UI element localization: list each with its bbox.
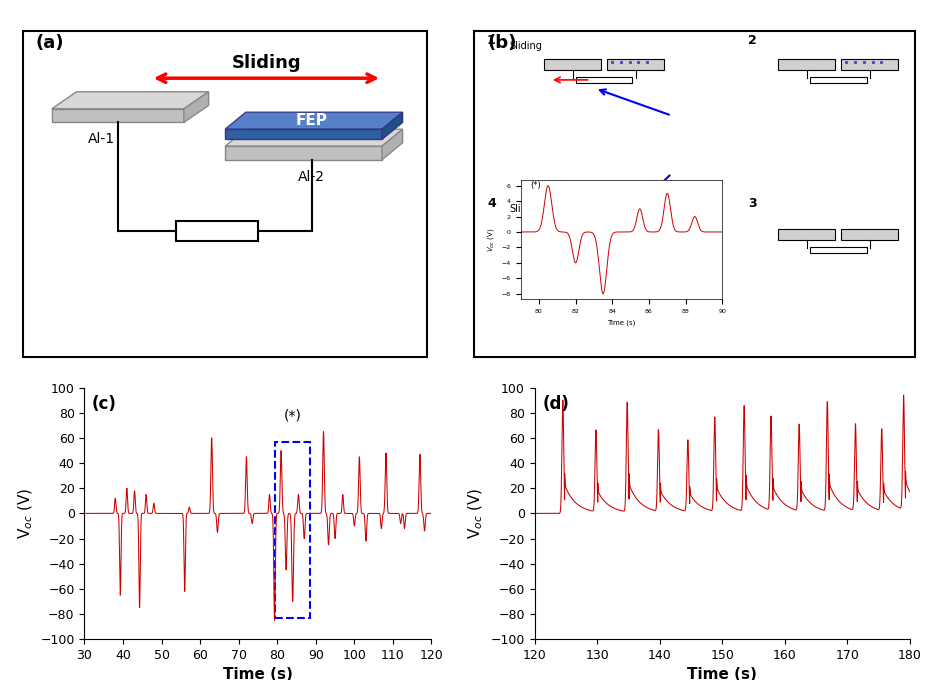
Text: 2: 2 <box>749 34 757 47</box>
Polygon shape <box>52 92 208 109</box>
Polygon shape <box>52 109 184 122</box>
Text: (c): (c) <box>91 395 116 413</box>
Bar <box>779 59 835 70</box>
Text: Sliding: Sliding <box>509 205 542 214</box>
Bar <box>841 59 898 70</box>
Bar <box>841 229 898 240</box>
Bar <box>607 59 664 70</box>
Text: Al-1: Al-1 <box>88 133 114 146</box>
Text: 1: 1 <box>487 34 496 47</box>
Text: (*): (*) <box>283 409 302 423</box>
Bar <box>576 77 632 83</box>
X-axis label: Time (s): Time (s) <box>607 320 636 326</box>
X-axis label: Time (s): Time (s) <box>223 668 293 680</box>
Text: (b): (b) <box>487 34 517 52</box>
Polygon shape <box>184 92 208 122</box>
Text: 3: 3 <box>749 197 757 210</box>
Y-axis label: V$_{oc}$ (V): V$_{oc}$ (V) <box>466 488 485 539</box>
Text: Sliding: Sliding <box>509 41 542 51</box>
Bar <box>576 247 632 253</box>
Bar <box>809 247 867 253</box>
X-axis label: Time (s): Time (s) <box>688 668 757 680</box>
Text: FEP: FEP <box>295 113 327 129</box>
Bar <box>275 442 310 618</box>
Text: (a): (a) <box>36 34 64 52</box>
Bar <box>779 229 835 240</box>
Polygon shape <box>225 112 402 129</box>
Y-axis label: $V_{oc}$ (V): $V_{oc}$ (V) <box>486 227 496 252</box>
Bar <box>809 77 867 83</box>
Polygon shape <box>382 112 402 139</box>
Text: (d): (d) <box>542 395 569 413</box>
Text: (*): (*) <box>530 181 540 190</box>
Bar <box>607 229 664 240</box>
Text: Al-2: Al-2 <box>298 170 325 184</box>
Bar <box>544 229 601 240</box>
Text: Sliding: Sliding <box>232 54 301 72</box>
Polygon shape <box>225 129 382 139</box>
Polygon shape <box>225 146 382 160</box>
Y-axis label: V$_{oc}$ (V): V$_{oc}$ (V) <box>16 488 35 539</box>
Bar <box>544 59 601 70</box>
Bar <box>175 221 258 241</box>
Polygon shape <box>382 129 402 160</box>
Polygon shape <box>225 129 402 146</box>
Text: 4: 4 <box>487 197 496 210</box>
